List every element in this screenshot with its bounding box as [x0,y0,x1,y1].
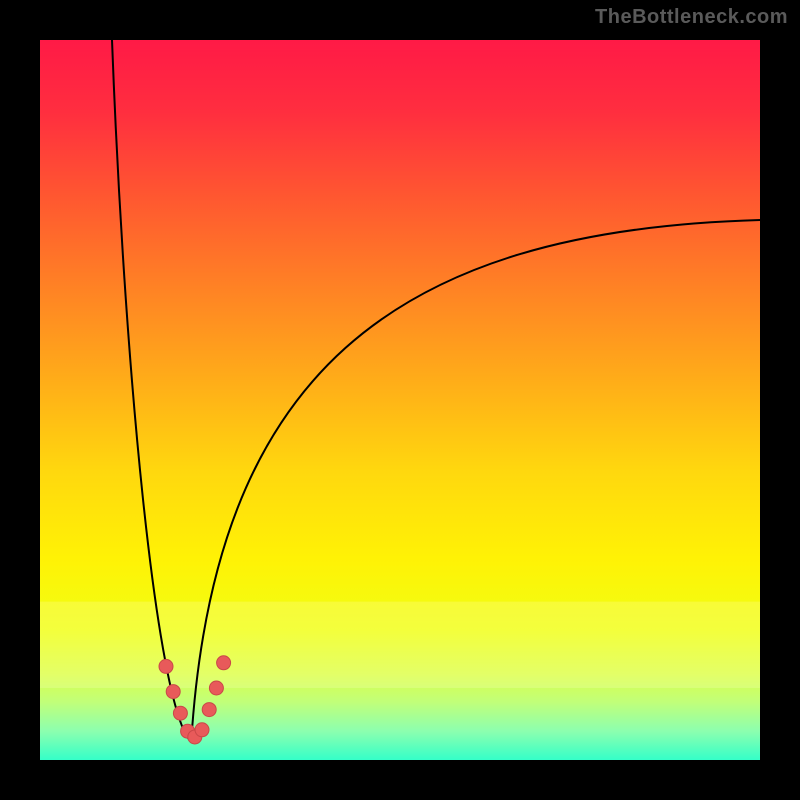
marker-dot [202,703,216,717]
pale-band [40,602,760,688]
marker-dot [209,681,223,695]
bottleneck-chart [0,0,800,800]
marker-dot [195,723,209,737]
marker-dot [217,656,231,670]
marker-dot [159,659,173,673]
marker-dot [173,706,187,720]
marker-dot [166,685,180,699]
chart-stage: TheBottleneck.com [0,0,800,800]
